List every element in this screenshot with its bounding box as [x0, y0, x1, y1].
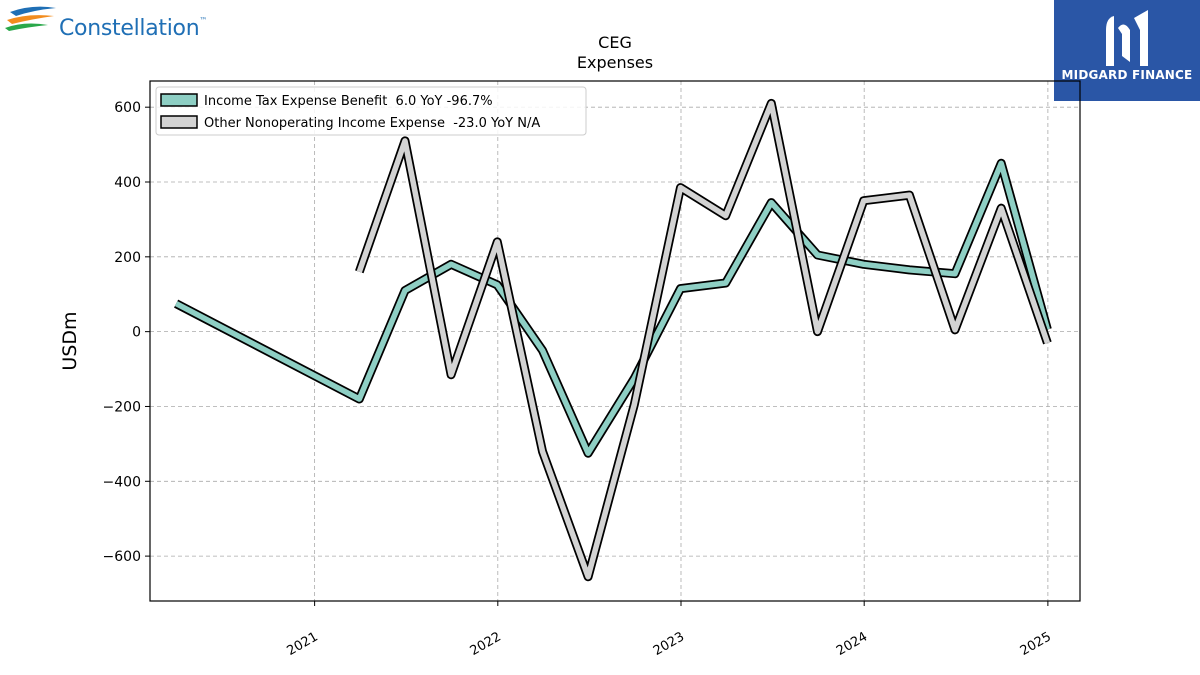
- legend-label-other-nonoperating: Other Nonoperating Income Expense -23.0 …: [204, 116, 540, 131]
- legend: Income Tax Expense Benefit 6.0 YoY -96.7…: [155, 86, 587, 136]
- midgard-finance-text: MIDGARD FINANCE: [1061, 68, 1193, 82]
- constellation-wordmark: Constellation™: [59, 16, 208, 41]
- legend-swatch-other-nonoperating: [160, 115, 198, 129]
- x-tick-label: 2021: [284, 629, 320, 659]
- plot-frame: [149, 80, 1081, 602]
- legend-label-income-tax: Income Tax Expense Benefit 6.0 YoY -96.7…: [204, 94, 493, 109]
- chart-title: CEG: [598, 33, 632, 52]
- y-tick-label: −200: [103, 399, 141, 415]
- constellation-logo: Constellation™: [4, 4, 214, 48]
- midgard-finance-logo: MIDGARD FINANCE: [1054, 0, 1200, 101]
- x-tick-label: 2023: [651, 629, 687, 659]
- x-axis-ticks: 2021 2022 2023 2024 2025: [284, 601, 1054, 659]
- grid-lines: [150, 81, 1080, 601]
- y-tick-label: 0: [132, 325, 141, 341]
- legend-box: [155, 86, 587, 136]
- series-line-other-nonoperating: [356, 100, 1051, 580]
- y-tick-label: 600: [114, 100, 141, 116]
- y-tick-label: 400: [114, 175, 141, 191]
- y-tick-label: −600: [103, 549, 141, 565]
- chart-subtitle: Expenses: [577, 53, 653, 72]
- x-tick-label: 2025: [1018, 629, 1054, 659]
- y-axis-label: USDm: [59, 311, 81, 370]
- x-tick-label: 2024: [834, 629, 870, 659]
- y-tick-label: −400: [103, 474, 141, 490]
- midgard-monogram-icon: [1106, 10, 1148, 66]
- y-tick-label: 200: [114, 250, 141, 266]
- constellation-swoosh-icon: [5, 6, 56, 31]
- series-line-income-tax: [174, 160, 1051, 456]
- legend-swatch-income-tax: [160, 93, 198, 107]
- x-tick-label: 2022: [468, 629, 504, 659]
- y-axis-ticks: −600 −400 −200 0 200 400 600: [103, 100, 150, 565]
- series-lines: [174, 98, 1052, 582]
